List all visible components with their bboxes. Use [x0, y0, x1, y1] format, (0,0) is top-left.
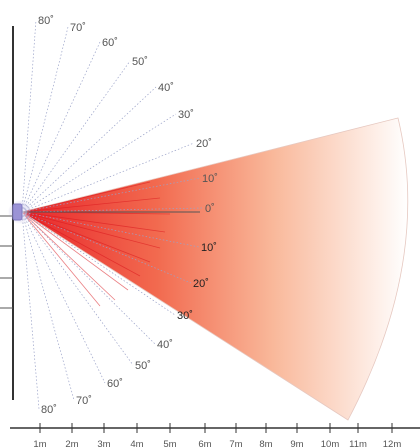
beam-line — [21, 211, 161, 249]
angle-guide-line — [21, 19, 37, 213]
angle-guide-line — [21, 26, 69, 213]
angle-labels: 80˚ 70˚ 60˚ 50˚ 40˚ 30˚ 20˚ 10˚ 0˚ 10˚ 2… — [38, 15, 218, 416]
distance-label-11m: 11m — [349, 439, 367, 448]
distance-label-3m: 3m — [97, 439, 110, 448]
detection-cone-edge — [21, 117, 409, 421]
angle-label-up-60: 60˚ — [102, 37, 118, 49]
angle-label-down-70: 70˚ — [76, 395, 92, 407]
angle-label-up-20: 20˚ — [196, 138, 212, 150]
angle-guide-line — [21, 211, 134, 366]
angle-guide-line — [21, 86, 157, 213]
distance-label-1m: 1m — [33, 439, 46, 448]
angle-label-down-40: 40˚ — [157, 339, 173, 351]
angle-guide-line — [21, 177, 201, 213]
angle-guide-line — [21, 211, 40, 410]
angle-label-up-40: 40˚ — [158, 82, 174, 94]
angle-label-0: 0˚ — [205, 203, 215, 215]
distance-ticks — [39, 423, 393, 433]
beam-line — [21, 181, 151, 213]
distance-label-2m: 2m — [65, 439, 78, 448]
angle-label-down-80: 80˚ — [41, 404, 57, 416]
distance-label-8m: 8m — [259, 439, 272, 448]
beam-line — [21, 211, 116, 301]
distance-label-7m: 7m — [229, 439, 242, 448]
angle-guide-line — [21, 211, 192, 284]
beam-line — [21, 211, 151, 263]
angle-label-down-50: 50˚ — [135, 360, 151, 372]
angle-guide-line — [21, 211, 75, 401]
beam-line — [21, 211, 141, 277]
angle-guide-line — [21, 142, 195, 213]
angle-label-up-10: 10˚ — [202, 173, 218, 185]
angle-guide-line — [21, 207, 204, 213]
distance-label-9m: 9m — [290, 439, 303, 448]
angle-guide-line — [21, 113, 177, 213]
distance-labels: 1m 2m 3m 4m 5m 6m 7m 8m 9m 10m 11m 12m — [33, 439, 401, 448]
distance-label-10m: 10m — [321, 439, 340, 448]
angle-guide-line — [21, 211, 176, 316]
angle-label-up-80: 80˚ — [38, 15, 54, 27]
beam-line — [21, 211, 129, 291]
beam-line — [21, 211, 101, 307]
angle-guide-line — [21, 211, 106, 384]
distance-label-6m: 6m — [198, 439, 211, 448]
angle-guide-line — [21, 60, 131, 213]
angle-label-up-70: 70˚ — [70, 22, 86, 34]
angle-label-down-10: 10˚ — [201, 242, 217, 254]
angle-label-down-60: 60˚ — [107, 378, 123, 390]
beam-line — [21, 211, 166, 233]
angle-label-up-30: 30˚ — [178, 109, 194, 121]
angle-guide-lines — [21, 19, 204, 410]
distance-label-4m: 4m — [130, 439, 143, 448]
angle-guide-line — [21, 41, 101, 213]
distance-label-5m: 5m — [163, 439, 176, 448]
angle-label-down-30: 30˚ — [177, 310, 193, 322]
angle-label-up-50: 50˚ — [132, 56, 148, 68]
beam-line — [21, 197, 161, 213]
angle-label-down-20: 20˚ — [193, 278, 209, 290]
distance-label-12m: 12m — [383, 439, 402, 448]
sensor-icon — [12, 203, 23, 221]
